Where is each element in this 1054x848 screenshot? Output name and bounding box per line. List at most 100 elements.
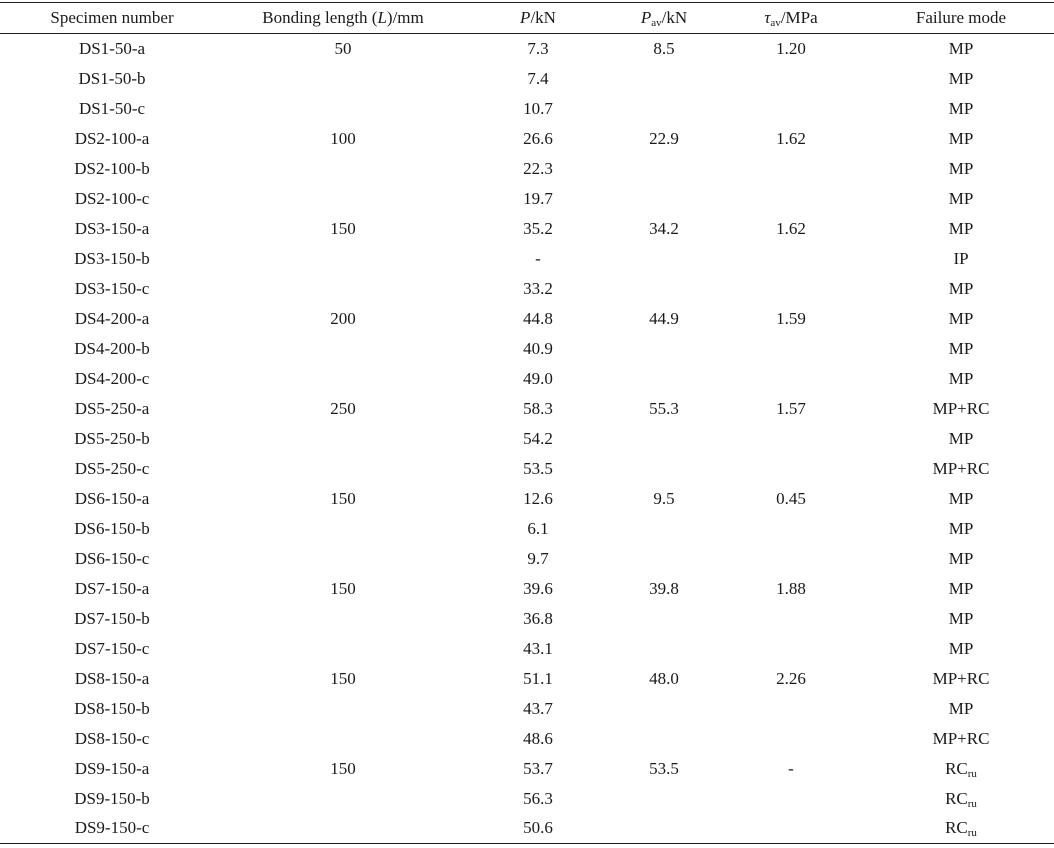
cell-failure-mode: MP (868, 154, 1054, 184)
cell-load: 10.7 (462, 94, 614, 124)
cell-load: 48.6 (462, 724, 614, 754)
cell-load-text: 7.3 (527, 38, 549, 58)
cell-specimen-text: DS9-150-a (74, 758, 150, 778)
header-row: Specimen number Bonding length (L)/mm P/… (0, 2, 1054, 34)
cell-average-load (614, 274, 714, 304)
cell-load: 56.3 (462, 784, 614, 814)
cell-failure-mode: MP (868, 304, 1054, 334)
cell-average-shear-stress (714, 184, 868, 214)
cell-bonding-length: 100 (224, 124, 462, 154)
cell-failure-mode-text: RC (945, 758, 968, 778)
cell-average-shear-stress (714, 634, 868, 664)
cell-failure-mode-text: MP (948, 188, 974, 208)
cell-specimen: DS3-150-b (0, 244, 224, 274)
cell-bonding-length-text: 200 (330, 308, 356, 328)
cell-specimen-text: DS7-150-c (74, 638, 150, 658)
cell-failure-mode: MP (868, 34, 1054, 64)
cell-failure-mode: MP (868, 64, 1054, 94)
cell-average-shear-stress: 1.20 (714, 34, 868, 64)
cell-average-shear-stress: - (714, 754, 868, 784)
cell-bonding-length-text: 50 (334, 38, 352, 58)
cell-specimen: DS6-150-c (0, 544, 224, 574)
cell-load-text: 43.7 (523, 698, 553, 718)
cell-bonding-length: 200 (224, 304, 462, 334)
cell-bonding-length: 250 (224, 394, 462, 424)
cell-specimen: DS7-150-c (0, 634, 224, 664)
cell-bonding-length-text: 150 (330, 578, 356, 598)
cell-specimen-text: DS7-150-a (74, 578, 150, 598)
cell-specimen: DS2-100-c (0, 184, 224, 214)
cell-average-load: 9.5 (614, 484, 714, 514)
cell-specimen: DS7-150-b (0, 604, 224, 634)
table-row: DS1-50-c 10.7 MP (0, 94, 1054, 124)
cell-failure-mode-text: MP (948, 128, 974, 148)
cell-load: 58.3 (462, 394, 614, 424)
cell-average-shear-stress (714, 514, 868, 544)
cell-failure-mode-text: MP (948, 548, 974, 568)
cell-failure-mode-text: RC (945, 788, 968, 808)
cell-load: 43.7 (462, 694, 614, 724)
cell-failure-mode-sub: ru (967, 767, 977, 780)
cell-load-text: 10.7 (523, 98, 553, 118)
cell-average-load (614, 544, 714, 574)
cell-load-text: 26.6 (523, 128, 553, 148)
cell-specimen: DS3-150-c (0, 274, 224, 304)
table-row: DS1-50-a 50 7.3 8.5 1.20 MP (0, 34, 1054, 64)
cell-specimen: DS1-50-c (0, 94, 224, 124)
table-row: DS5-250-c 53.5 MP+RC (0, 454, 1054, 484)
cell-bonding-length (224, 514, 462, 544)
table-row: DS1-50-b 7.4 MP (0, 64, 1054, 94)
table-row: DS8-150-a 150 51.1 48.0 2.26 MP+RC (0, 664, 1054, 694)
cell-bonding-length (224, 334, 462, 364)
cell-failure-mode-text: MP (948, 98, 974, 118)
cell-bonding-length (224, 274, 462, 304)
cell-specimen-text: DS9-150-c (74, 818, 150, 838)
cell-specimen: DS5-250-b (0, 424, 224, 454)
cell-average-load: 48.0 (614, 664, 714, 694)
cell-average-load-text: 22.9 (649, 128, 679, 148)
cell-average-load: 44.9 (614, 304, 714, 334)
cell-load: 19.7 (462, 184, 614, 214)
cell-load-text: 53.5 (523, 458, 553, 478)
cell-specimen: DS8-150-a (0, 664, 224, 694)
cell-average-load (614, 184, 714, 214)
cell-load: 43.1 (462, 634, 614, 664)
cell-specimen-text: DS4-200-b (74, 338, 150, 358)
cell-average-shear-stress-text: - (788, 758, 794, 778)
cell-average-load: 55.3 (614, 394, 714, 424)
cell-bonding-length: 150 (224, 574, 462, 604)
cell-load-text: 7.4 (527, 68, 549, 88)
table-row: DS7-150-a 150 39.6 39.8 1.88 MP (0, 574, 1054, 604)
cell-failure-mode: MP (868, 424, 1054, 454)
cell-load: 54.2 (462, 424, 614, 454)
cell-bonding-length (224, 604, 462, 634)
cell-load-text: 48.6 (523, 728, 553, 748)
cell-average-load: 53.5 (614, 754, 714, 784)
table-row: DS6-150-a 150 12.6 9.5 0.45 MP (0, 484, 1054, 514)
cell-average-shear-stress (714, 364, 868, 394)
cell-bonding-length (224, 424, 462, 454)
cell-load: - (462, 244, 614, 274)
cell-failure-mode-text: MP (948, 608, 974, 628)
table-row: DS9-150-b 56.3 RCru (0, 784, 1054, 814)
cell-failure-mode-text: MP+RC (932, 458, 990, 478)
cell-average-load-text: 8.5 (653, 38, 675, 58)
cell-load: 6.1 (462, 514, 614, 544)
cell-specimen: DS9-150-a (0, 754, 224, 784)
cell-specimen-text: DS2-100-a (74, 128, 150, 148)
cell-specimen-text: DS6-150-b (74, 518, 150, 538)
cell-average-load (614, 334, 714, 364)
cell-bonding-length (224, 784, 462, 814)
cell-average-load-text: 44.9 (649, 308, 679, 328)
header-pav-sub: av (651, 17, 662, 29)
cell-failure-mode-text: MP (948, 518, 974, 538)
table-row: DS8-150-c 48.6 MP+RC (0, 724, 1054, 754)
header-specimen-text: Specimen number (50, 8, 174, 27)
cell-specimen-text: DS8-150-b (74, 698, 150, 718)
table-row: DS4-200-c 49.0 MP (0, 364, 1054, 394)
cell-specimen-text: DS2-100-b (74, 158, 150, 178)
cell-specimen: DS5-250-a (0, 394, 224, 424)
cell-average-load: 22.9 (614, 124, 714, 154)
